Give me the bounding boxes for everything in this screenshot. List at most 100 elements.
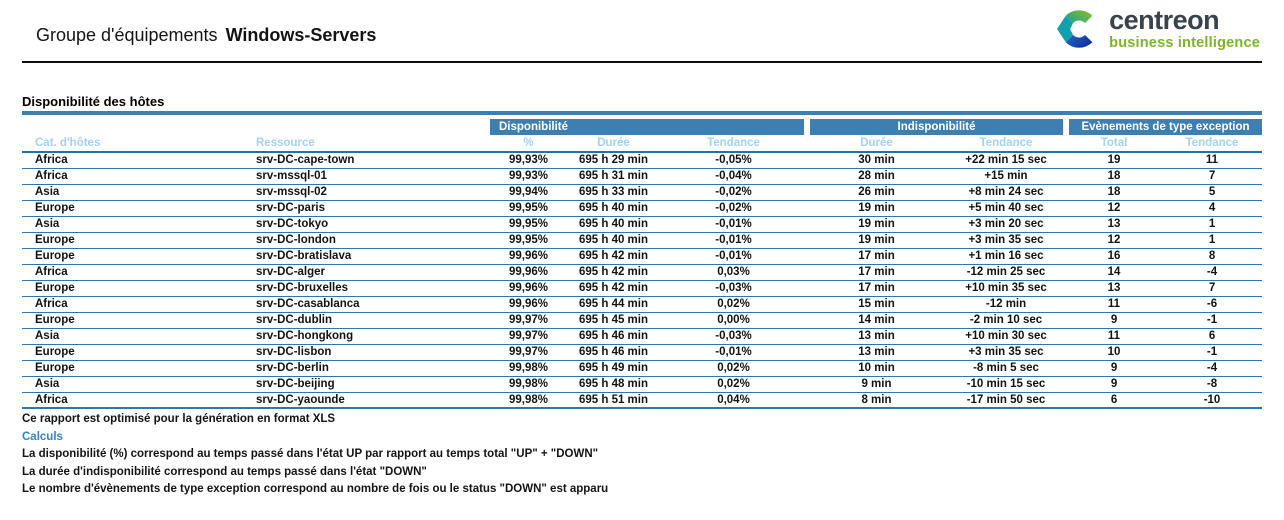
table-cell: srv-DC-bratislava <box>256 250 352 262</box>
table-cell: Europe <box>35 314 75 326</box>
table-cell: 695 h 46 min <box>578 346 649 358</box>
table-cell: srv-mssql-01 <box>256 170 327 182</box>
table-cell: Africa <box>35 298 68 310</box>
group-header-indisponibilite: Indisponibilité <box>803 119 1067 135</box>
table-cell: 0,02% <box>717 298 750 310</box>
table-cell: 14 <box>1107 266 1121 278</box>
table-cell: 9 min <box>861 378 892 390</box>
table-cell: 12 <box>1107 202 1121 214</box>
table-cell: 99,96% <box>508 282 548 294</box>
column-header-duree-indispo: Durée <box>860 137 893 149</box>
table-cell: 99,97% <box>508 330 548 342</box>
table-row: Europe srv-DC-bruxelles 99,96% 695 h 42 min… <box>22 280 1263 296</box>
table-cell: 0,04% <box>717 393 750 406</box>
table-cell: 11 <box>1107 298 1121 310</box>
table-cell: 19 min <box>858 202 895 214</box>
table-cell: 695 h 42 min <box>578 266 649 278</box>
table-row: Europe srv-DC-lisbon 99,97% 695 h 46 min -0,… <box>22 344 1263 360</box>
group-header-disponibilite: Disponibilité <box>490 119 807 135</box>
column-header-percent: % <box>523 137 534 149</box>
table-cell: 15 min <box>858 298 895 310</box>
centreon-logo: centreon business intelligence <box>1056 7 1260 51</box>
table-cell: 16 <box>1107 250 1121 262</box>
table-cell: srv-DC-alger <box>256 266 326 278</box>
table-cell: -0,04% <box>715 170 752 182</box>
table-cell: 99,95% <box>508 218 548 230</box>
table-cell: 1 <box>1208 234 1216 246</box>
table-cell: -12 min 25 sec <box>966 266 1046 278</box>
table-cell: -4 <box>1206 362 1218 374</box>
table-cell: 10 <box>1107 346 1121 358</box>
section-title-underline <box>22 111 1262 115</box>
table-cell: 695 h 33 min <box>578 186 649 198</box>
table-cell: 99,93% <box>508 154 548 167</box>
xls-note: Ce rapport est optimisé pour la générati… <box>22 413 336 425</box>
table-cell: 695 h 45 min <box>578 314 649 326</box>
table-cell: srv-DC-tokyo <box>256 218 329 230</box>
table-cell: 6 <box>1110 393 1118 406</box>
calc-note-downtime: La durée d'indisponibilité correspond au… <box>22 465 427 478</box>
calculs-label: Calculs <box>22 430 63 443</box>
table-cell: 695 h 42 min <box>578 250 649 262</box>
table-cell: 695 h 40 min <box>578 202 649 214</box>
table-cell: Africa <box>35 266 68 278</box>
table-row: Africa srv-DC-casablanca 99,96% 695 h 44 mi… <box>22 296 1263 312</box>
table-cell: 26 min <box>858 186 895 198</box>
table-cell: 99,98% <box>508 378 548 390</box>
table-cell: -0,01% <box>715 234 752 246</box>
table-cell: 695 h 46 min <box>578 330 649 342</box>
column-header-row: Cat. d'hôtes Ressource % Durée Tendance … <box>22 135 1263 152</box>
table-cell: 6 <box>1208 330 1216 342</box>
table-cell: Africa <box>35 170 68 182</box>
table-cell: +10 min 30 sec <box>965 330 1047 342</box>
table-cell: 17 min <box>858 282 895 294</box>
table-cell: +8 min 24 sec <box>968 186 1044 198</box>
table-cell: 28 min <box>858 170 895 182</box>
table-cell: 12 <box>1107 234 1121 246</box>
table-cell: -8 min 5 sec <box>973 362 1039 374</box>
table-row: Asia srv-DC-tokyo 99,95% 695 h 40 min -0,01%… <box>22 216 1263 232</box>
table-cell: Asia <box>35 378 60 390</box>
table-cell: -1 <box>1206 314 1218 326</box>
table-cell: 695 h 40 min <box>578 218 649 230</box>
page-title: Groupe d'équipements Windows-Servers <box>36 25 376 46</box>
table-cell: srv-DC-casablanca <box>256 298 360 310</box>
column-header-cat-hotes: Cat. d'hôtes <box>35 137 101 149</box>
table-cell: 10 min <box>858 362 895 374</box>
table-cell: 9 <box>1110 378 1118 390</box>
table-cell: 19 min <box>858 218 895 230</box>
table-cell: 0,02% <box>717 378 750 390</box>
report-page: Groupe d'équipements Windows-Servers cent… <box>22 7 1263 495</box>
table-head: Disponibilité Indisponibilité Evènements… <box>22 119 1263 152</box>
table-cell: Asia <box>35 218 60 230</box>
table-cell: 7 <box>1208 170 1216 182</box>
table-cell: -0,02% <box>715 186 752 198</box>
table-cell: +10 min 35 sec <box>965 282 1047 294</box>
group-header-spacer <box>22 119 490 135</box>
table-cell: +3 min 35 sec <box>968 346 1044 358</box>
table-cell: -0,02% <box>715 202 752 214</box>
table-cell: 30 min <box>858 154 895 167</box>
table-cell: 99,96% <box>508 298 548 310</box>
table-cell: 99,98% <box>508 393 548 406</box>
table-cell: +1 min 16 sec <box>968 250 1044 262</box>
table-cell: Europe <box>35 346 75 358</box>
table-cell: 99,98% <box>508 362 548 374</box>
table-cell: 5 <box>1208 186 1216 198</box>
table-cell: 17 min <box>858 266 895 278</box>
table-cell: 13 <box>1107 218 1121 230</box>
table-cell: 99,96% <box>508 266 548 278</box>
table-row: Europe srv-DC-paris 99,95% 695 h 40 min -0,0… <box>22 200 1263 216</box>
table-cell: 4 <box>1208 202 1216 214</box>
table-cell: 695 h 49 min <box>578 362 649 374</box>
calc-note-exceptions: Le nombre d'évènements de type exception… <box>22 483 609 495</box>
table-cell: 695 h 44 min <box>578 298 649 310</box>
table-cell: -8 <box>1206 378 1218 390</box>
table-cell: 0,02% <box>717 362 750 374</box>
table-cell: -10 <box>1203 393 1221 406</box>
table-row: Asia srv-mssql-02 99,94% 695 h 33 min -0,02%… <box>22 184 1263 200</box>
calc-note-availability: La disponibilité (%) correspond au temps… <box>22 448 599 460</box>
table-cell: 99,96% <box>508 250 548 262</box>
logo-name: centreon <box>1109 5 1220 35</box>
table-cell: 695 h 51 min <box>578 393 649 406</box>
